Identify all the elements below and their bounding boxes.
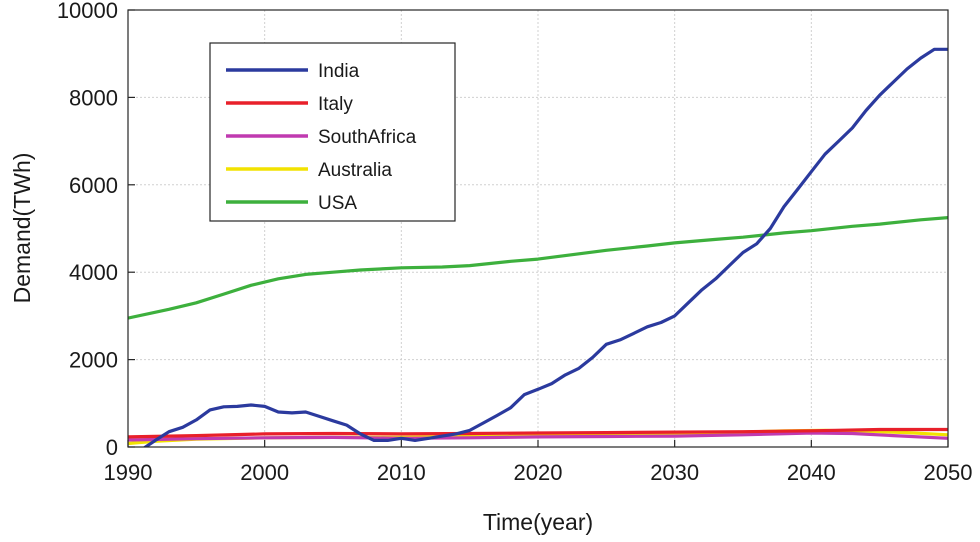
x-tick-label: 2030 bbox=[650, 460, 699, 485]
series-line-india bbox=[128, 47, 948, 447]
legend-label-southafrica: SouthAfrica bbox=[318, 127, 417, 148]
x-tick-label: 2020 bbox=[514, 460, 563, 485]
y-tick-label: 4000 bbox=[69, 260, 118, 285]
legend: India Italy SouthAfrica Australia USA bbox=[209, 42, 456, 222]
legend-box bbox=[209, 42, 456, 222]
plot-area bbox=[128, 47, 948, 447]
series-line-italy bbox=[128, 427, 948, 439]
legend-label-india: India bbox=[318, 61, 360, 82]
legend-label-usa: USA bbox=[318, 193, 357, 214]
series-line-usa bbox=[128, 216, 948, 320]
y-axis-title: Demand(TWh) bbox=[9, 153, 35, 304]
series-line-southafrica bbox=[128, 431, 948, 442]
x-tick-label: 2000 bbox=[240, 460, 289, 485]
x-tick-label: 1990 bbox=[104, 460, 153, 485]
y-tick-label: 8000 bbox=[69, 85, 118, 110]
y-tick-label: 2000 bbox=[69, 348, 118, 373]
y-axis: 0 2000 4000 6000 8000 10000 bbox=[57, 0, 135, 460]
x-axis-title: Time(year) bbox=[483, 509, 593, 535]
y-tick-label: 6000 bbox=[69, 173, 118, 198]
legend-label-australia: Australia bbox=[318, 160, 392, 181]
x-tick-label: 2040 bbox=[787, 460, 836, 485]
x-tick-label: 2010 bbox=[377, 460, 426, 485]
y-tick-label: 0 bbox=[106, 435, 118, 460]
y-tick-label: 10000 bbox=[57, 0, 118, 23]
x-axis: 1990 2000 2010 2020 2030 2040 2050 bbox=[104, 440, 973, 485]
x-tick-label: 2050 bbox=[924, 460, 973, 485]
legend-label-italy: Italy bbox=[318, 94, 353, 115]
